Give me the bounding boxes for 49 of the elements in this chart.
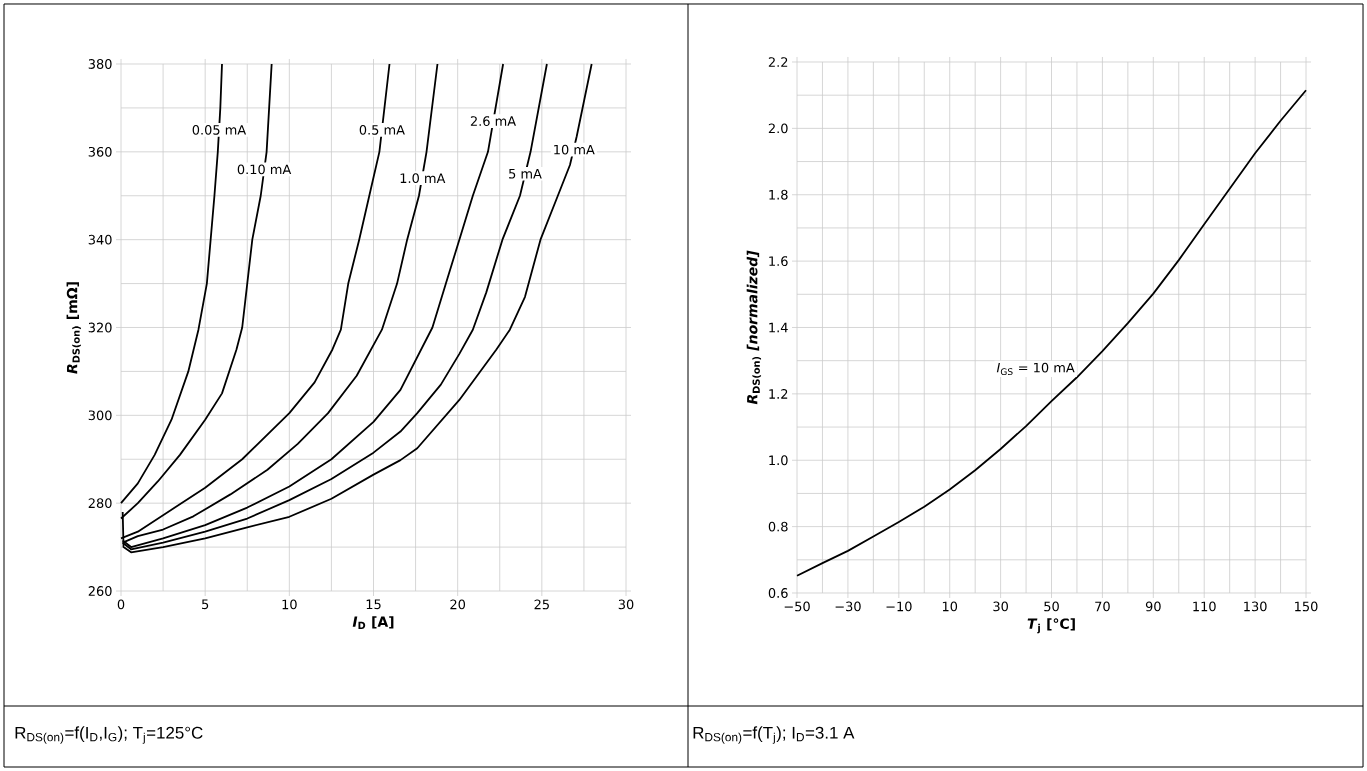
x-axis-title: I$_{D}$ [A] bbox=[352, 616, 394, 629]
x-tick-label: 90 bbox=[1145, 601, 1161, 612]
y-tick-label: 1.4 bbox=[769, 322, 788, 333]
x-tick-label: −50 bbox=[784, 601, 810, 612]
y-axis-title: R$_{DS(on)}$ [normalized] bbox=[746, 250, 762, 405]
x-axis-title: T$_{j}$ [°C] bbox=[1027, 618, 1075, 634]
annotation: 10 mA bbox=[554, 144, 595, 155]
y-tick-label: 300 bbox=[88, 410, 112, 421]
y-tick-label: 360 bbox=[88, 146, 112, 157]
y-tick-label: 1.2 bbox=[769, 389, 788, 399]
y-tick-label: 1.0 bbox=[769, 455, 788, 466]
x-tick-label: 70 bbox=[1095, 601, 1110, 612]
x-tick-label: 10 bbox=[942, 601, 958, 612]
annotation: 2.6 mA bbox=[470, 116, 516, 126]
x-tick-label: 25 bbox=[534, 599, 549, 610]
y-tick-label: 380 bbox=[88, 59, 112, 69]
annotation: 1.0 mA bbox=[400, 173, 446, 184]
x-tick-label: 0 bbox=[117, 599, 125, 610]
x-tick-label: 30 bbox=[618, 599, 634, 610]
y-tick-label: 2.2 bbox=[768, 57, 788, 67]
x-tick-label: 15 bbox=[366, 599, 381, 610]
annotation: I$_{GS}$ = 10 mA bbox=[996, 362, 1075, 376]
x-tick-label: 10 bbox=[282, 599, 297, 610]
x-tick-label: −30 bbox=[835, 601, 861, 612]
x-tick-label: 150 bbox=[1295, 601, 1318, 612]
y-tick-label: 0.6 bbox=[768, 588, 788, 598]
x-tick-label: 130 bbox=[1244, 601, 1267, 612]
x-tick-label: 5 bbox=[202, 599, 209, 610]
y-tick-label: 320 bbox=[88, 322, 112, 333]
y-tick-label: 280 bbox=[88, 498, 112, 509]
x-tick-label: −10 bbox=[886, 601, 912, 612]
annotation: 0.10 mA bbox=[237, 164, 292, 175]
y-tick-label: 260 bbox=[88, 586, 112, 596]
y-tick-label: 340 bbox=[88, 234, 112, 245]
annotation: 0.05 mA bbox=[192, 124, 247, 135]
y-tick-label: 0.8 bbox=[768, 521, 788, 532]
annotation: 5 mA bbox=[509, 168, 542, 179]
y-tick-label: 1.8 bbox=[769, 189, 788, 200]
line-series bbox=[120, 63, 223, 505]
x-tick-label: 20 bbox=[450, 599, 466, 610]
x-tick-label: 110 bbox=[1193, 601, 1216, 612]
y-tick-label: 1.6 bbox=[769, 256, 788, 267]
annotation: 0.5 mA bbox=[359, 124, 405, 135]
x-tick-label: 30 bbox=[993, 601, 1008, 612]
x-tick-label: 50 bbox=[1044, 601, 1059, 612]
text: R$_{DS(on)}$=f(I$_{D}$,I$_{G}$); T$_{j}$=125°C bbox=[15, 726, 203, 744]
y-tick-label: 2.0 bbox=[768, 123, 788, 134]
y-axis-title: R$_{DS(on)}$ [mΩ] bbox=[66, 282, 81, 374]
text: R$_{DS(on)}$=f(T$_{j}$); I$_{D}$=3.1 A bbox=[693, 726, 855, 744]
